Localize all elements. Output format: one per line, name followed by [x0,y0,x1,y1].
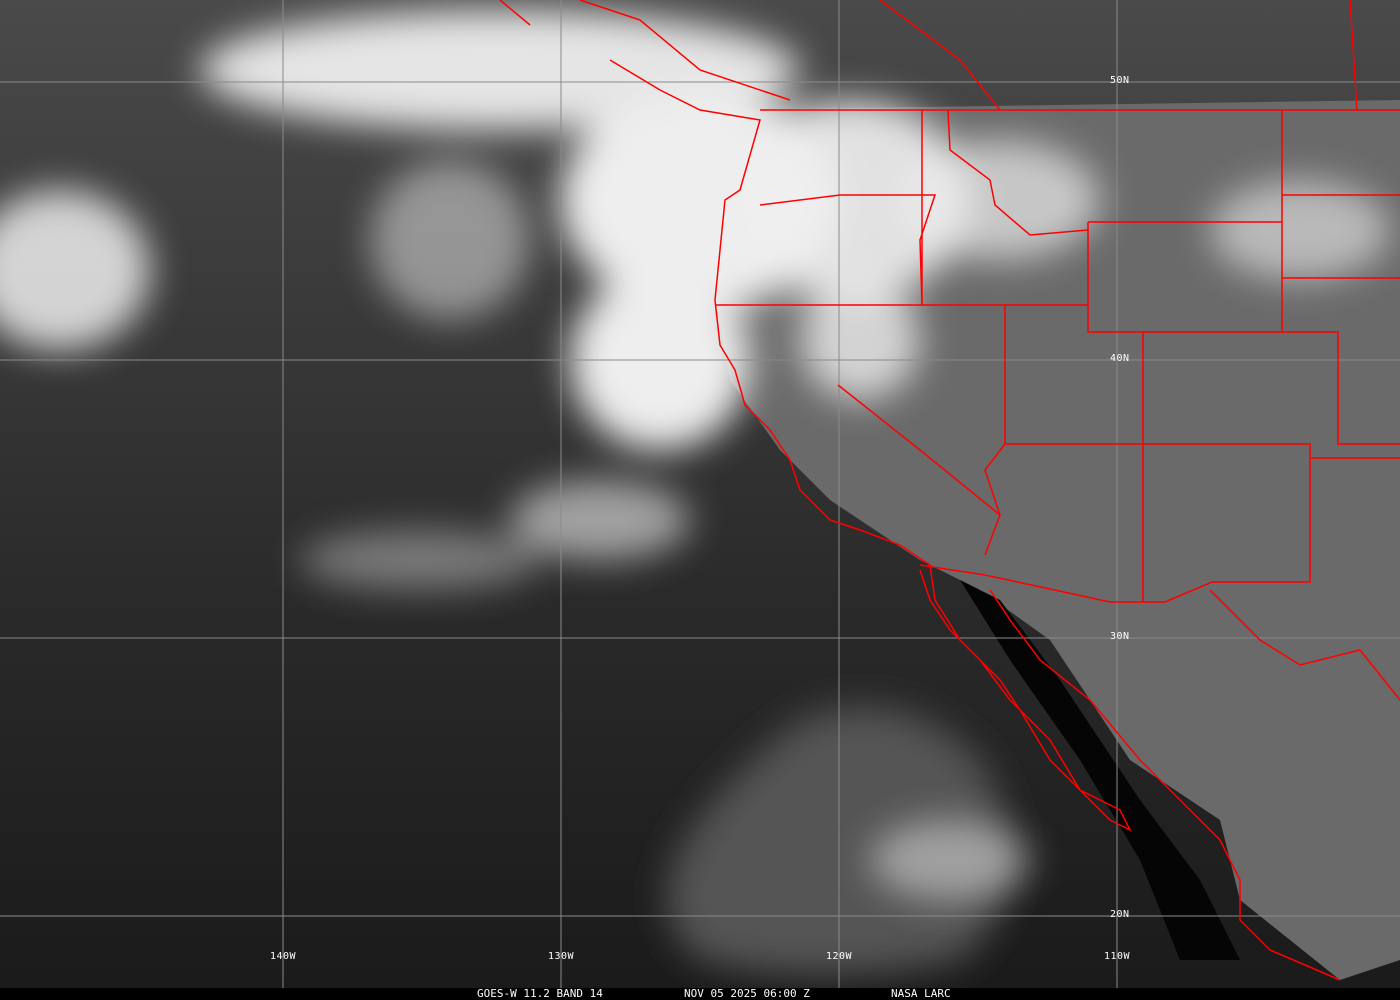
lon-label-140w: 140W [270,951,297,962]
political-boundaries [499,0,1400,981]
image-caption-bar: GOES-W 11.2 BAND 14 NOV 05 2025 06:00 Z … [0,988,1400,1000]
lon-label-110w: 110W [1104,951,1131,962]
state-borders [715,109,1400,603]
coastline-mexico [989,589,1341,981]
coastline [609,59,1132,832]
lon-label-120w: 120W [826,951,853,962]
gulf-of-california [960,580,1240,960]
lat-label-50n: 50N [1110,75,1130,86]
canada-coast [499,0,1358,111]
lat-label-20n: 20N [1110,909,1130,920]
band-label: GOES-W 11.2 BAND 14 [477,987,603,1000]
lat-label-30n: 30N [1110,631,1130,642]
coastline-gulf-east [1209,589,1400,701]
lat-label-40n: 40N [1110,353,1130,364]
lon-label-130w: 130W [548,951,575,962]
source-label: NASA LARC [891,987,951,1000]
cloud-mass [0,10,1390,900]
datetime-label: NOV 05 2025 06:00 Z [684,987,810,1000]
